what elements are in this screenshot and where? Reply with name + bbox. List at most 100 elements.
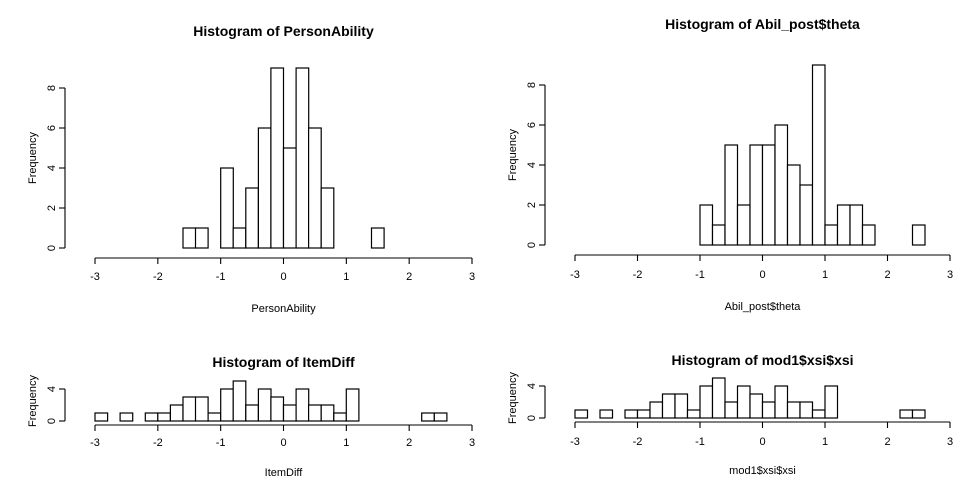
histogram-bar [649, 401, 664, 419]
histogram-bar [624, 409, 639, 419]
x-tick-label: -2 [633, 269, 643, 281]
histogram-bar [749, 144, 764, 246]
chart-title: Histogram of Abil_post$theta [665, 16, 860, 32]
y-axis-label: Frequency [27, 375, 39, 427]
chart-title: Histogram of PersonAbility [193, 23, 374, 39]
y-tick-label: 8 [46, 85, 58, 91]
x-tick-label: 3 [469, 271, 475, 283]
x-tick-label: 2 [406, 271, 412, 283]
chart-title: Histogram of ItemDiff [212, 354, 355, 370]
histogram-bar [320, 187, 335, 249]
x-tick-label: 2 [406, 437, 412, 449]
x-tick-label: -3 [570, 269, 580, 281]
histogram-bar [345, 388, 360, 422]
histogram-bar [849, 204, 864, 246]
x-tick-label: -1 [695, 436, 705, 448]
histogram-bar [370, 227, 385, 249]
histogram-bar [836, 204, 851, 246]
x-tick-label: 0 [759, 436, 765, 448]
histogram-bar [270, 67, 285, 249]
x-tick-label: 0 [759, 269, 765, 281]
x-tick-label: -1 [216, 271, 226, 283]
x-tick-label: 3 [469, 437, 475, 449]
x-tick-label: 0 [280, 271, 286, 283]
histogram-bar [724, 144, 739, 246]
histogram-bar [824, 224, 839, 246]
histogram-bar [94, 412, 109, 422]
y-tick-label: 0 [46, 245, 58, 251]
x-axis-label: ItemDiff [265, 467, 304, 479]
histogram-bar [232, 380, 247, 422]
x-tick-label: -2 [153, 437, 163, 449]
x-tick-label: 1 [343, 437, 349, 449]
histogram-bar [245, 404, 260, 422]
histogram-bar [220, 388, 234, 422]
histogram-bar [774, 385, 789, 419]
histogram-bar [194, 396, 209, 422]
x-tick-label: -1 [695, 269, 705, 281]
histogram-bar [295, 67, 310, 249]
histogram-bar [911, 409, 926, 419]
y-tick-label: 0 [526, 415, 538, 421]
histogram-bar [674, 393, 689, 419]
histogram-bar [433, 412, 448, 422]
x-tick-label: 0 [280, 437, 286, 449]
y-tick-label: 4 [46, 165, 58, 171]
histogram-panel-3: Histogram of ItemDiff -3 -2 -1 0 1 2 3 ItemDiff 0… [27, 354, 475, 479]
x-axis-label: mod1$xsi$xsi [729, 465, 796, 477]
histogram-bar [257, 388, 272, 422]
histogram-bar [257, 127, 272, 249]
y-tick-label: 8 [526, 82, 538, 88]
histogram-bar [799, 401, 814, 419]
histogram-bar [711, 224, 726, 246]
x-tick-label: 3 [947, 436, 953, 448]
y-tick-label: 2 [526, 202, 538, 208]
x-tick-label: 2 [884, 436, 890, 448]
x-tick-label: 1 [822, 436, 828, 448]
histogram-bar [699, 385, 714, 419]
histogram-bar [333, 412, 347, 422]
y-tick-label: 4 [526, 383, 538, 389]
histogram-bar [749, 393, 764, 419]
histogram-bar [811, 409, 826, 419]
histogram-bar [911, 224, 926, 246]
histogram-bar [861, 224, 876, 246]
histogram-bar [811, 64, 826, 246]
histogram-bar [761, 144, 776, 246]
histogram-bar [245, 187, 260, 249]
histogram-bar [786, 164, 801, 246]
x-axis-label: Abil_post$theta [725, 301, 802, 313]
histogram-bar [119, 412, 134, 422]
x-tick-label: -3 [90, 271, 100, 283]
histogram-bar [824, 385, 839, 419]
x-tick-label: -3 [570, 436, 580, 448]
histogram-bar [308, 127, 322, 249]
x-tick-label: -1 [216, 437, 226, 449]
histogram-bar [144, 412, 159, 422]
histogram-panel-2: Histogram of Abil_post$theta -3 -2 -1 0 1 2 3 Ab… [507, 16, 953, 313]
x-tick-label: -2 [153, 271, 163, 283]
x-tick-label: 2 [884, 269, 890, 281]
histogram-bar [169, 404, 184, 422]
y-axis-label: Frequency [27, 132, 39, 184]
x-tick-label: -2 [633, 436, 643, 448]
histogram-panel-1: Histogram of PersonAbility -3 -2 -1 0 1 2 3 Pers… [27, 23, 475, 315]
y-tick-label: 6 [526, 122, 538, 128]
x-tick-label: -3 [90, 437, 100, 449]
histogram-bar [295, 388, 310, 422]
y-tick-label: 0 [46, 418, 58, 424]
histogram-bar [270, 396, 285, 422]
y-tick-label: 4 [46, 386, 58, 392]
histogram-bar [320, 404, 335, 422]
histogram-bar [686, 409, 701, 419]
histogram-bar [182, 396, 197, 422]
y-axis-label: Frequency [507, 129, 519, 181]
histogram-bar [711, 377, 726, 419]
x-tick-label: 1 [822, 269, 828, 281]
histogram-bar [774, 124, 789, 246]
histogram-bar [194, 227, 209, 249]
histogram-bar [421, 412, 435, 422]
x-tick-label: 1 [343, 271, 349, 283]
